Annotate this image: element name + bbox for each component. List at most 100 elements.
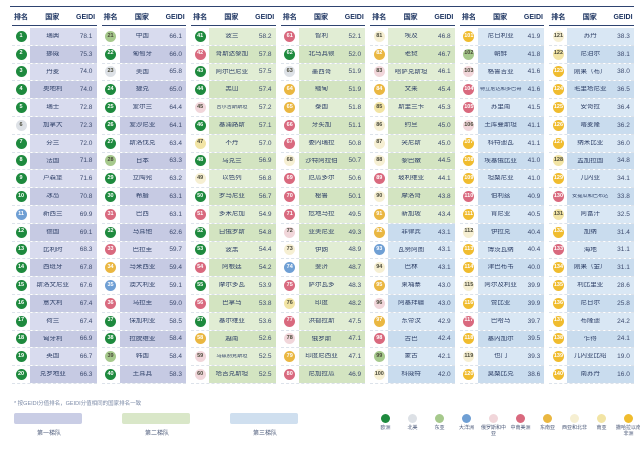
table-row: 22 葡萄牙 66.0 bbox=[101, 45, 187, 64]
tier-strip: 坦桑尼亚 41.0 bbox=[477, 170, 545, 188]
region-rank-badge: 102 bbox=[463, 48, 475, 60]
table-row: 24 捷克 65.0 bbox=[101, 81, 187, 100]
tier-strip: 塔吉克斯坦 52.5 bbox=[209, 366, 276, 383]
tier-strip: 哈萨克斯坦 46.1 bbox=[388, 63, 455, 81]
geidi-score: 57.0 bbox=[258, 139, 272, 147]
table-row: 88 黎巴嫩 44.5 bbox=[370, 152, 455, 171]
region-rank-badge: 81 bbox=[373, 30, 385, 42]
region-rank-badge: 74 bbox=[284, 262, 296, 274]
table-row: 89 玻利维亚 44.1 bbox=[370, 170, 455, 189]
tier-legend-item-3: 第三梯队 bbox=[230, 413, 300, 437]
country-name: 巴拿马 bbox=[222, 299, 242, 306]
geidi-score: 51.9 bbox=[348, 86, 362, 94]
region-rank-badge: 57 bbox=[194, 315, 206, 327]
tier-strip: 苏里南 41.5 bbox=[477, 99, 545, 116]
region-rank-badge: 32 bbox=[105, 226, 117, 238]
table-row: 61 智利 52.1 bbox=[280, 28, 366, 46]
country-name: 博茨瓦纳 bbox=[487, 246, 514, 253]
rank-cell: 72 bbox=[280, 223, 299, 241]
region-rank-badge: 36 bbox=[105, 297, 117, 309]
geidi-score: 41.0 bbox=[527, 157, 541, 165]
table-row: 91 新加坡 43.4 bbox=[370, 205, 455, 224]
region-rank-badge: 85 bbox=[373, 102, 385, 114]
region-rank-badge: 110 bbox=[463, 191, 475, 203]
tier-strip: 几内亚比绍 19.0 bbox=[567, 348, 634, 366]
table-row: 25 爱尔兰 64.4 bbox=[101, 99, 187, 117]
table-row: 58 越南 52.6 bbox=[191, 330, 276, 349]
geidi-header: GEIDI bbox=[255, 13, 275, 21]
region-label: 撒哈拉以南非洲 bbox=[615, 425, 640, 437]
table-row: 63 墨西哥 51.9 bbox=[280, 63, 366, 82]
rank-cell: 139 bbox=[549, 348, 568, 366]
region-rank-badge: 41 bbox=[194, 30, 206, 42]
table-row: 1 瑞典 78.1 bbox=[12, 28, 97, 46]
table-row: 7 芬兰 72.0 bbox=[12, 134, 97, 153]
country-name: 巴哈马 bbox=[490, 317, 511, 324]
rank-cell: 45 bbox=[191, 99, 210, 116]
geidi-score: 40.5 bbox=[527, 210, 541, 218]
rank-cell: 119 bbox=[459, 348, 478, 366]
tier-strip: 希腊 63.1 bbox=[119, 188, 187, 205]
region-rank-badge: 128 bbox=[552, 155, 564, 167]
rank-cell: 101 bbox=[459, 28, 478, 45]
tier-strip: 刚果（布） 38.0 bbox=[567, 63, 634, 81]
table-row: 26 爱沙尼亚 64.1 bbox=[101, 116, 187, 135]
column-group-header: 排名 国家 GEIDI bbox=[101, 9, 187, 26]
tier-strip: 布隆迪 24.2 bbox=[567, 312, 634, 330]
tier-strip: 波黑 54.4 bbox=[209, 241, 276, 259]
region-rank-badge: 17 bbox=[15, 315, 27, 327]
rank-cell: 62 bbox=[280, 45, 299, 63]
country-name: 也门 bbox=[494, 353, 508, 360]
tier-strip: 古巴 42.4 bbox=[388, 330, 455, 348]
table-row: 60 塔吉克斯坦 52.5 bbox=[191, 366, 276, 384]
region-legend-item-sa: 南亚 bbox=[588, 414, 615, 438]
geidi-score: 52.6 bbox=[258, 335, 272, 343]
region-legend-item-la: 中南美洲 bbox=[507, 414, 534, 438]
rank-cell: 47 bbox=[191, 134, 210, 152]
geidi-score: 48.2 bbox=[348, 299, 362, 307]
table-row: 19 英国 66.7 bbox=[12, 348, 97, 367]
country-name: 牙买加 bbox=[311, 121, 332, 128]
geidi-score: 68.3 bbox=[79, 246, 93, 254]
rank-cell: 55 bbox=[191, 277, 210, 294]
geidi-score: 38.1 bbox=[617, 50, 630, 58]
geidi-score: 66.3 bbox=[79, 371, 93, 379]
rank-cell: 126 bbox=[549, 116, 568, 134]
country-name: 美国 bbox=[135, 68, 149, 75]
table-row: 85 斯里兰卡 45.3 bbox=[370, 99, 455, 117]
geidi-score: 52.5 bbox=[258, 371, 272, 379]
table-row: 39 韩国 58.4 bbox=[101, 348, 187, 367]
rank-cell: 74 bbox=[280, 259, 299, 277]
column-group-header: 排名 国家 GEIDI bbox=[191, 9, 276, 26]
table-row: 112 伊拉克 40.4 bbox=[459, 223, 545, 242]
country-name: 科特迪瓦 bbox=[487, 139, 514, 146]
region-rank-badge: 14 bbox=[15, 262, 27, 274]
tier-strip: 克罗地亚 66.3 bbox=[30, 366, 97, 383]
geidi-score: 43.0 bbox=[438, 299, 451, 307]
region-rank-badge: 114 bbox=[463, 262, 475, 274]
geidi-score: 39.3 bbox=[527, 353, 541, 361]
region-rank-badge: 115 bbox=[463, 280, 475, 292]
country-name: 几内亚 bbox=[580, 175, 600, 182]
geidi-score: 58.2 bbox=[258, 32, 272, 40]
tier-strip: 乌拉圭 59.0 bbox=[119, 294, 187, 312]
country-name: 澳大利亚 bbox=[129, 282, 156, 289]
rank-cell: 120 bbox=[459, 366, 478, 383]
country-name: 黑山 bbox=[225, 86, 239, 93]
rank-cell: 114 bbox=[459, 259, 478, 277]
rank-cell: 56 bbox=[191, 294, 210, 312]
tier-strip: 特立尼达和多巴哥 41.6 bbox=[477, 81, 545, 99]
tier-strip: 白俄罗斯 54.8 bbox=[209, 223, 276, 241]
table-row: 123 刚果（布） 38.0 bbox=[549, 63, 634, 82]
table-row: 98 古巴 42.4 bbox=[370, 330, 455, 349]
tier-strip: 塞内加尔 39.5 bbox=[477, 330, 545, 348]
country-name: 瓦努阿图 bbox=[398, 246, 425, 253]
country-header: 国家 bbox=[134, 14, 149, 21]
geidi-score: 44.1 bbox=[438, 175, 451, 183]
table-row: 125 安哥拉 36.4 bbox=[549, 99, 634, 117]
rank-cell: 95 bbox=[370, 277, 389, 294]
table-row: 75 萨尔瓦多 48.3 bbox=[280, 277, 366, 295]
region-rank-badge: 75 bbox=[284, 280, 296, 292]
rank-cell: 84 bbox=[370, 81, 389, 99]
region-rank-badge: 130 bbox=[552, 191, 564, 203]
